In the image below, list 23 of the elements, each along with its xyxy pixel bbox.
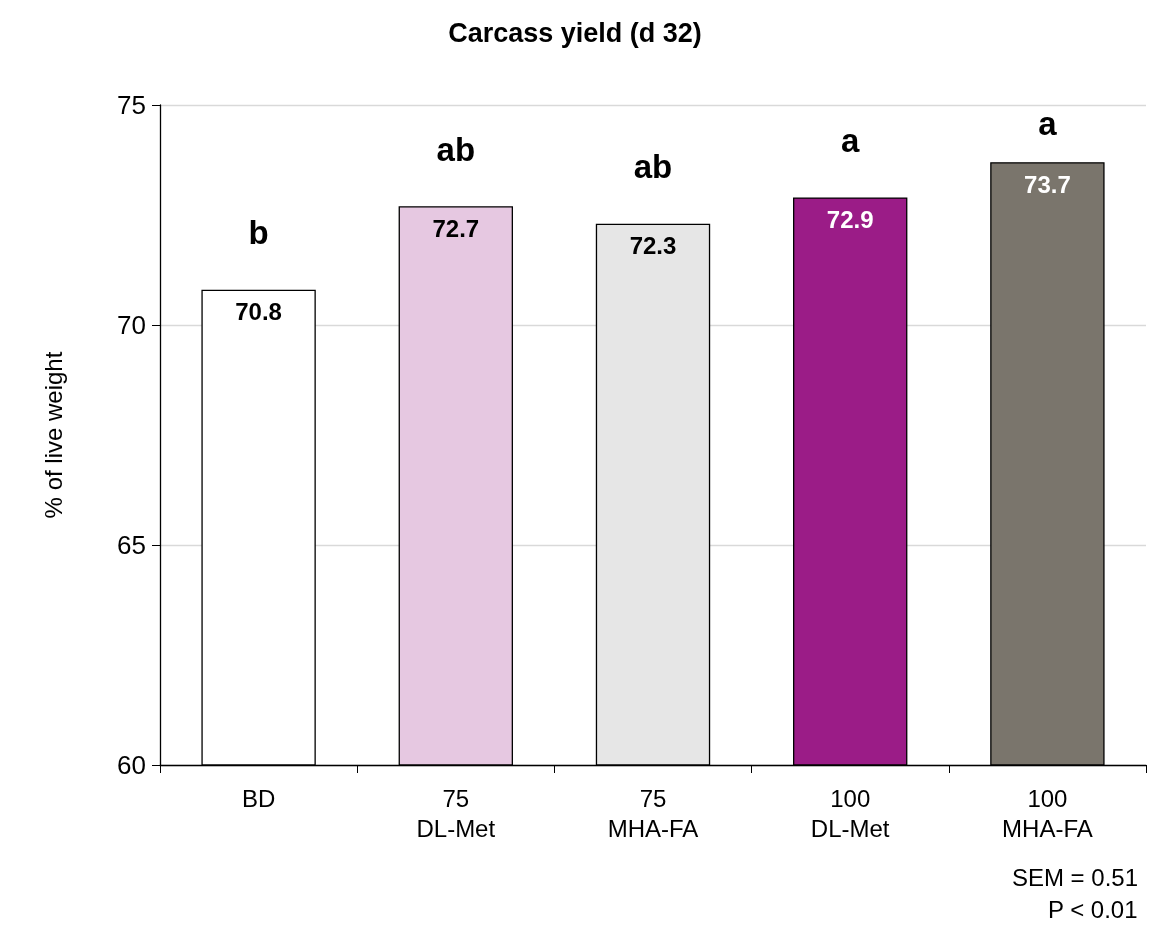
data-label: 70.8 [235, 298, 282, 326]
annotation: b [248, 214, 269, 252]
data-label: 72.3 [629, 232, 677, 260]
data-label: 72.9 [826, 205, 874, 233]
y-tick-label: 60 [117, 750, 146, 780]
y-tick-label: 70 [117, 310, 146, 340]
text: SEM = 0.51 [1011, 863, 1139, 891]
data-label: 73.7 [1024, 170, 1071, 198]
x-tick-label: 75 MHA-FA [607, 784, 699, 842]
x-tick-label: BD [241, 784, 276, 812]
annotation: ab [633, 148, 673, 186]
x-tick-label: 100 MHA-FA [1002, 784, 1093, 842]
x-tick-label: 100 DL-Met [810, 784, 890, 842]
annotation: ab [436, 130, 476, 168]
annotation: a [841, 121, 861, 159]
y-tick-label: 75 [117, 90, 146, 120]
y-tick-label: 65 [117, 530, 146, 560]
y-axis-title: % of live weight [39, 351, 67, 519]
x-tick-label: 75 DL-Met [416, 784, 496, 842]
chart-title: Carcass yield (d 32) [448, 17, 702, 48]
text: P < 0.01 [1047, 895, 1138, 923]
data-label: 72.7 [432, 214, 480, 242]
annotation: a [1038, 104, 1058, 142]
